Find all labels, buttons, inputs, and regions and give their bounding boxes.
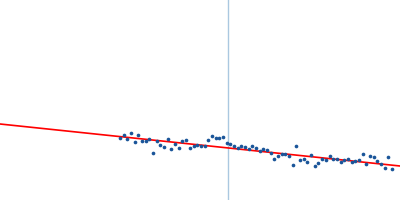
Point bbox=[194, 143, 200, 146]
Point bbox=[172, 142, 178, 145]
Point bbox=[128, 131, 134, 134]
Point bbox=[150, 151, 156, 154]
Point bbox=[300, 157, 307, 161]
Point bbox=[124, 137, 130, 141]
Point bbox=[370, 156, 377, 159]
Point bbox=[256, 150, 263, 153]
Point bbox=[157, 143, 164, 146]
Point bbox=[246, 147, 252, 151]
Point bbox=[348, 160, 355, 163]
Point bbox=[356, 159, 362, 162]
Point bbox=[231, 145, 237, 148]
Point bbox=[304, 160, 311, 163]
Point bbox=[385, 156, 392, 159]
Point bbox=[238, 144, 244, 148]
Point bbox=[198, 145, 204, 148]
Point bbox=[227, 142, 234, 146]
Point bbox=[382, 166, 388, 169]
Point bbox=[308, 153, 314, 156]
Point bbox=[286, 155, 292, 158]
Point bbox=[374, 159, 380, 163]
Point bbox=[132, 141, 138, 144]
Point bbox=[154, 139, 160, 142]
Point bbox=[161, 146, 167, 149]
Point bbox=[253, 146, 259, 149]
Point bbox=[146, 137, 153, 141]
Point bbox=[330, 158, 336, 161]
Point bbox=[179, 139, 186, 142]
Point bbox=[139, 139, 145, 143]
Point bbox=[290, 164, 296, 167]
Point bbox=[282, 152, 289, 155]
Point bbox=[319, 157, 325, 160]
Point bbox=[293, 145, 300, 148]
Point bbox=[205, 138, 212, 142]
Point bbox=[176, 146, 182, 149]
Point bbox=[312, 165, 318, 168]
Point bbox=[142, 139, 149, 143]
Point bbox=[337, 161, 344, 164]
Point bbox=[363, 162, 370, 165]
Point bbox=[264, 149, 270, 152]
Point bbox=[187, 147, 193, 150]
Point bbox=[216, 137, 222, 140]
Point bbox=[323, 158, 329, 161]
Point bbox=[220, 135, 226, 139]
Point bbox=[275, 154, 281, 157]
Point bbox=[135, 133, 142, 136]
Point bbox=[297, 158, 303, 161]
Point bbox=[190, 144, 197, 147]
Point bbox=[352, 160, 358, 163]
Point bbox=[168, 147, 175, 150]
Point bbox=[359, 153, 366, 156]
Point bbox=[345, 157, 351, 160]
Point bbox=[212, 137, 219, 140]
Point bbox=[268, 151, 274, 155]
Point bbox=[260, 148, 266, 151]
Point bbox=[117, 137, 123, 140]
Point bbox=[120, 133, 127, 137]
Point bbox=[234, 146, 241, 149]
Point bbox=[201, 144, 208, 148]
Point bbox=[367, 155, 373, 158]
Point bbox=[209, 135, 215, 138]
Point bbox=[334, 157, 340, 160]
Point bbox=[341, 159, 348, 162]
Point bbox=[271, 157, 278, 160]
Point bbox=[164, 138, 171, 141]
Point bbox=[249, 144, 256, 147]
Point bbox=[242, 146, 248, 149]
Point bbox=[378, 162, 384, 165]
Point bbox=[389, 168, 395, 171]
Point bbox=[278, 153, 285, 156]
Point bbox=[326, 155, 333, 158]
Point bbox=[315, 161, 322, 164]
Point bbox=[183, 139, 189, 142]
Point bbox=[223, 141, 230, 145]
